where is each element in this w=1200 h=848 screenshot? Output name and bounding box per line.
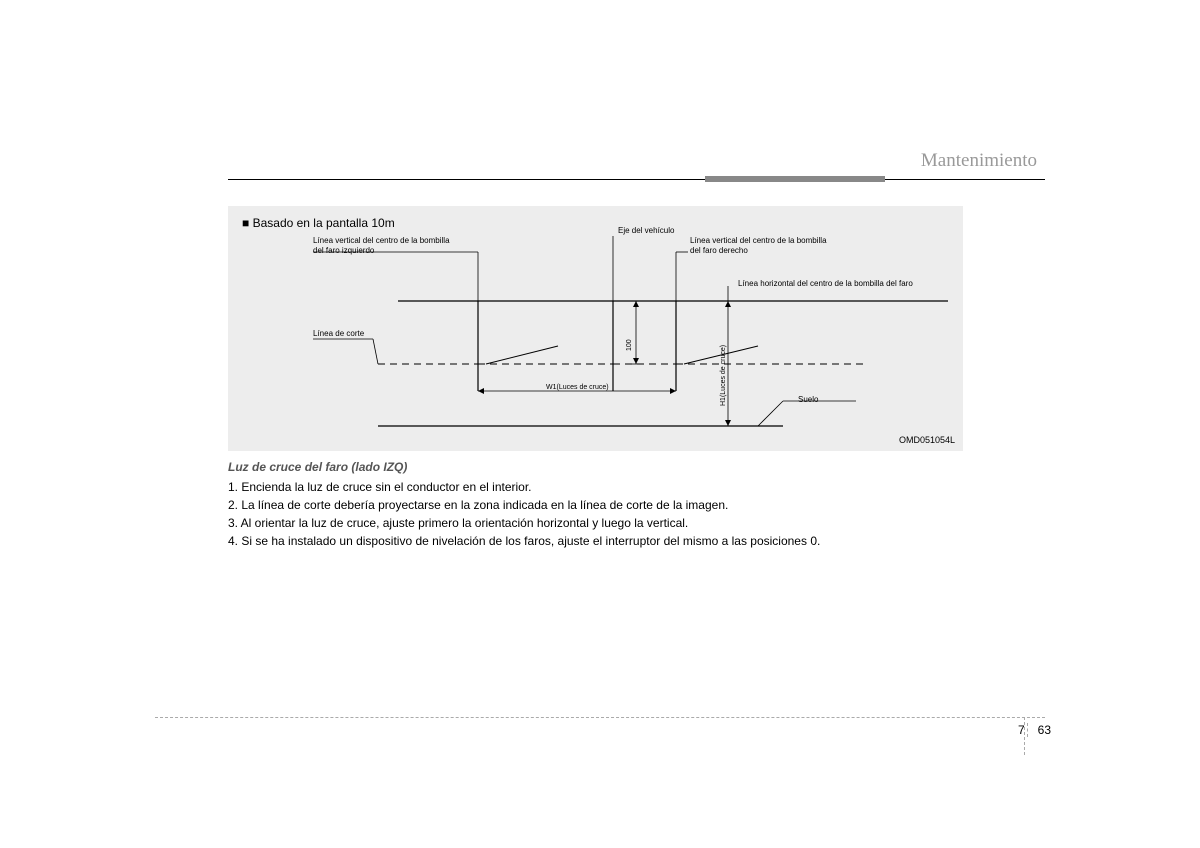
section-title: Mantenimiento [228,150,1045,176]
instruction-line: 3. Al orientar la luz de cruce, ajuste p… [228,514,963,532]
diagram-code: OMD051054L [899,435,955,445]
label-horizontal-line: Línea horizontal del centro de la bombil… [738,279,913,289]
label-ground: Suelo [798,395,818,405]
page-footer: 763 [155,717,1045,718]
instructions: Luz de cruce del faro (lado IZQ) 1. Enci… [228,458,963,550]
page-header: Mantenimiento [228,150,1045,182]
instruction-line: 2. La línea de corte debería proyectarse… [228,496,963,514]
label-h1: H1(Luces de cruce) [720,345,727,406]
label-100: 100 [626,339,633,351]
instruction-line: 4. Si se ha instalado un dispositivo de … [228,532,963,550]
instructions-subtitle: Luz de cruce del faro (lado IZQ) [228,458,963,476]
diagram-panel: Basado en la pantalla 10m [228,206,963,451]
label-cut-line: Línea de corte [313,329,364,339]
label-right-bulb: Línea vertical del centro de la bombilla… [690,236,827,255]
label-left-bulb: Línea vertical del centro de la bombilla… [313,236,450,255]
instruction-line: 1. Encienda la luz de cruce sin el condu… [228,478,963,496]
page-number: 763 [1018,723,1051,737]
label-vehicle-axis: Eje del vehículo [618,226,674,236]
label-w1: W1(Luces de cruce) [546,384,609,392]
header-divider [228,176,1045,182]
